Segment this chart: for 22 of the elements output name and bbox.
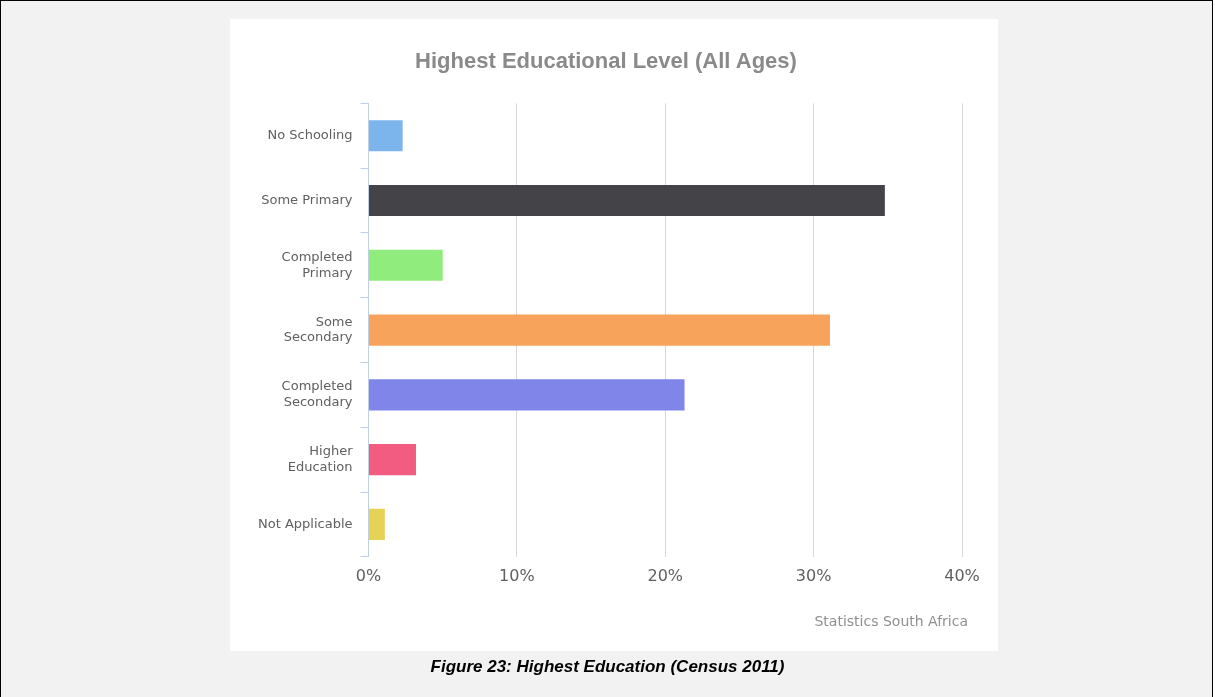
bar xyxy=(369,314,830,346)
y-tick-label: No Schooling xyxy=(267,127,353,143)
bar xyxy=(369,379,685,411)
bar xyxy=(369,508,385,540)
chart-title: Highest Educational Level (All Ages) xyxy=(415,48,797,74)
y-tick-label: Not Applicable xyxy=(257,515,353,531)
y-tick-label: Completed Secondary xyxy=(281,378,353,410)
x-tick-label: 10% xyxy=(499,565,535,585)
bar xyxy=(369,120,403,152)
x-tick-label: 30% xyxy=(795,565,832,585)
y-tick-label: Completed Primary xyxy=(281,248,353,280)
y-tick-label: Some Primary xyxy=(261,191,353,207)
bar xyxy=(369,444,416,476)
caption: Figure 23: Highest Education (Census 2011) xyxy=(429,657,786,677)
text: Statistics South Africa xyxy=(814,612,968,629)
x-tick-label: 40% xyxy=(944,565,980,585)
x-tick-label: 0% xyxy=(355,565,382,585)
bar xyxy=(369,185,885,217)
y-tick-label: Higher Education xyxy=(287,443,354,474)
x-tick-label: 20% xyxy=(647,565,684,585)
y-tick-label: Some Secondary xyxy=(283,313,353,345)
bar xyxy=(369,249,443,281)
